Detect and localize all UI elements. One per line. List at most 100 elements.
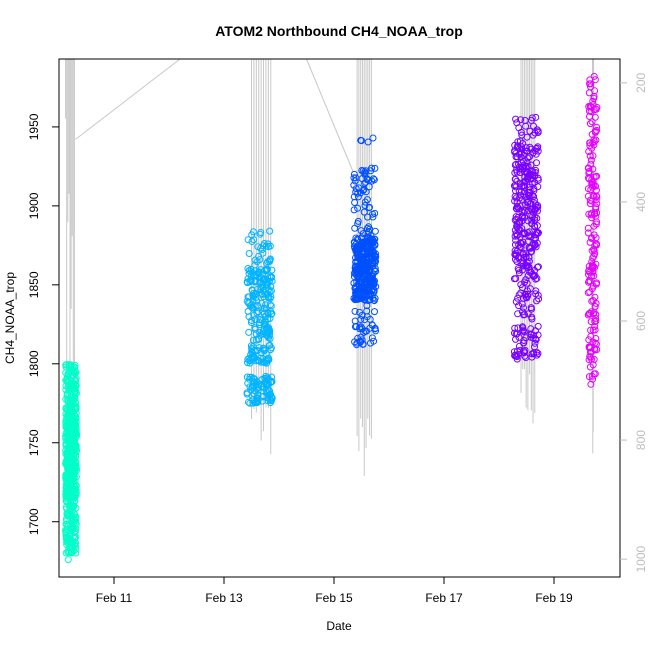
data-point	[64, 548, 72, 556]
data-point	[590, 247, 598, 255]
data-point	[70, 473, 78, 481]
data-point	[587, 83, 594, 91]
data-point	[531, 172, 539, 179]
data-point	[248, 238, 256, 245]
data-point	[68, 469, 76, 477]
data-point	[516, 243, 524, 251]
data-point	[72, 533, 80, 541]
data-point	[362, 167, 370, 175]
data-point	[523, 159, 531, 167]
data-point	[265, 386, 273, 394]
data-point	[531, 129, 539, 137]
data-point	[592, 299, 600, 307]
data-point	[587, 160, 595, 168]
data-point	[521, 352, 529, 360]
data-point	[528, 219, 536, 227]
data-point	[518, 284, 526, 292]
data-point	[511, 351, 519, 359]
data-point	[266, 227, 274, 235]
data-point	[513, 203, 521, 210]
data-point	[526, 153, 533, 161]
data-point	[591, 303, 599, 310]
data-point	[357, 333, 365, 341]
data-point	[588, 297, 596, 305]
data-point	[245, 328, 253, 336]
data-point	[585, 336, 593, 344]
data-point	[255, 268, 263, 276]
data-point	[588, 130, 596, 138]
data-point	[255, 344, 263, 352]
data-point	[253, 297, 261, 305]
data-point	[358, 234, 366, 242]
data-point	[360, 185, 368, 193]
data-point	[351, 307, 359, 315]
data-point	[586, 288, 594, 296]
right-tick-label: 600	[634, 311, 648, 331]
data-point	[69, 525, 76, 533]
data-point	[592, 212, 600, 220]
data-point	[368, 287, 376, 294]
data-point	[352, 262, 359, 270]
data-point	[65, 469, 72, 477]
data-point	[370, 266, 378, 274]
data-point	[263, 329, 271, 337]
data-point	[262, 242, 270, 250]
data-point	[263, 265, 270, 273]
right-tick-label: 1000	[634, 545, 648, 572]
data-point	[592, 314, 600, 322]
data-point	[267, 283, 275, 291]
data-point	[586, 113, 593, 120]
data-point	[592, 173, 600, 181]
data-point	[258, 397, 266, 405]
data-point	[585, 168, 593, 175]
data-point	[522, 291, 529, 299]
data-point	[70, 381, 77, 389]
data-point	[368, 177, 376, 185]
data-point	[266, 341, 274, 349]
data-point	[352, 185, 360, 193]
data-point	[588, 262, 596, 270]
data-point	[520, 328, 528, 335]
data-point	[364, 138, 372, 146]
data-point	[350, 170, 358, 178]
data-point	[361, 198, 369, 206]
data-point	[586, 238, 594, 246]
data-point	[70, 363, 78, 371]
data-point	[367, 339, 374, 347]
data-point	[593, 240, 601, 248]
data-point	[251, 256, 259, 264]
data-point	[592, 186, 600, 194]
data-point	[593, 123, 601, 131]
data-point	[63, 426, 71, 433]
y-tick-label: 1800	[27, 350, 41, 377]
data-point	[587, 103, 595, 111]
data-point	[511, 226, 519, 234]
data-point	[357, 136, 365, 144]
data-point	[361, 202, 369, 209]
y-tick-label: 1750	[27, 429, 41, 456]
data-point	[532, 243, 540, 251]
right-tick-label: 200	[634, 72, 648, 92]
data-point	[362, 271, 370, 279]
data-point	[68, 549, 75, 557]
data-point	[587, 380, 595, 388]
data-point	[72, 458, 80, 466]
data-point	[254, 302, 262, 309]
data-point	[517, 149, 525, 157]
data-point	[520, 304, 527, 312]
right-tick-label: 400	[634, 192, 648, 212]
data-point	[591, 370, 599, 378]
data-point	[514, 350, 522, 358]
data-point	[268, 378, 276, 385]
data-point	[517, 153, 525, 161]
x-tick-label: Feb 19	[535, 591, 573, 605]
data-point	[512, 115, 520, 123]
data-point	[63, 392, 71, 399]
data-point	[245, 250, 253, 257]
data-point	[252, 277, 260, 285]
data-point	[584, 311, 592, 319]
data-points	[62, 72, 601, 564]
data-point	[267, 302, 275, 310]
data-point	[69, 428, 77, 436]
data-point	[527, 268, 535, 276]
